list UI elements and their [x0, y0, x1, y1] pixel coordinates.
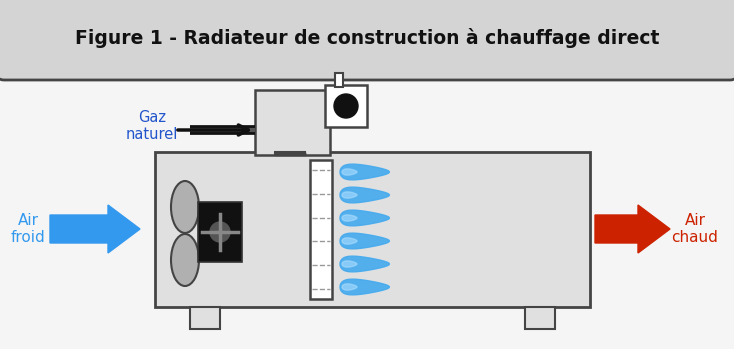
Circle shape	[334, 94, 358, 118]
Ellipse shape	[171, 181, 199, 233]
Bar	[325, 85, 367, 127]
Polygon shape	[340, 187, 390, 203]
Bar	[155, 152, 590, 307]
Bar	[275, 152, 305, 155]
Polygon shape	[340, 233, 390, 249]
Polygon shape	[342, 169, 357, 175]
Bar	[310, 160, 332, 299]
Text: Air
chaud: Air chaud	[672, 213, 719, 245]
Text: Air
froid: Air froid	[10, 213, 46, 245]
Circle shape	[210, 222, 230, 242]
Polygon shape	[342, 284, 357, 290]
Bar	[4, 40, 730, 72]
Bar	[198, 202, 242, 262]
Polygon shape	[340, 164, 390, 180]
Polygon shape	[342, 215, 357, 221]
FancyBboxPatch shape	[0, 0, 734, 80]
Polygon shape	[342, 238, 357, 244]
Polygon shape	[342, 192, 357, 198]
Polygon shape	[342, 261, 357, 267]
Bar	[255, 90, 330, 155]
Ellipse shape	[171, 234, 199, 286]
Text: Figure 1 - Radiateur de construction à chauffage direct: Figure 1 - Radiateur de construction à c…	[75, 28, 659, 48]
Polygon shape	[340, 256, 390, 272]
Bar	[335, 73, 343, 87]
Bar	[190, 307, 220, 329]
FancyArrow shape	[595, 205, 670, 253]
Polygon shape	[340, 210, 390, 226]
Bar	[525, 307, 555, 329]
Polygon shape	[340, 279, 390, 295]
Text: Gaz
naturel: Gaz naturel	[126, 110, 178, 142]
FancyArrow shape	[50, 205, 140, 253]
